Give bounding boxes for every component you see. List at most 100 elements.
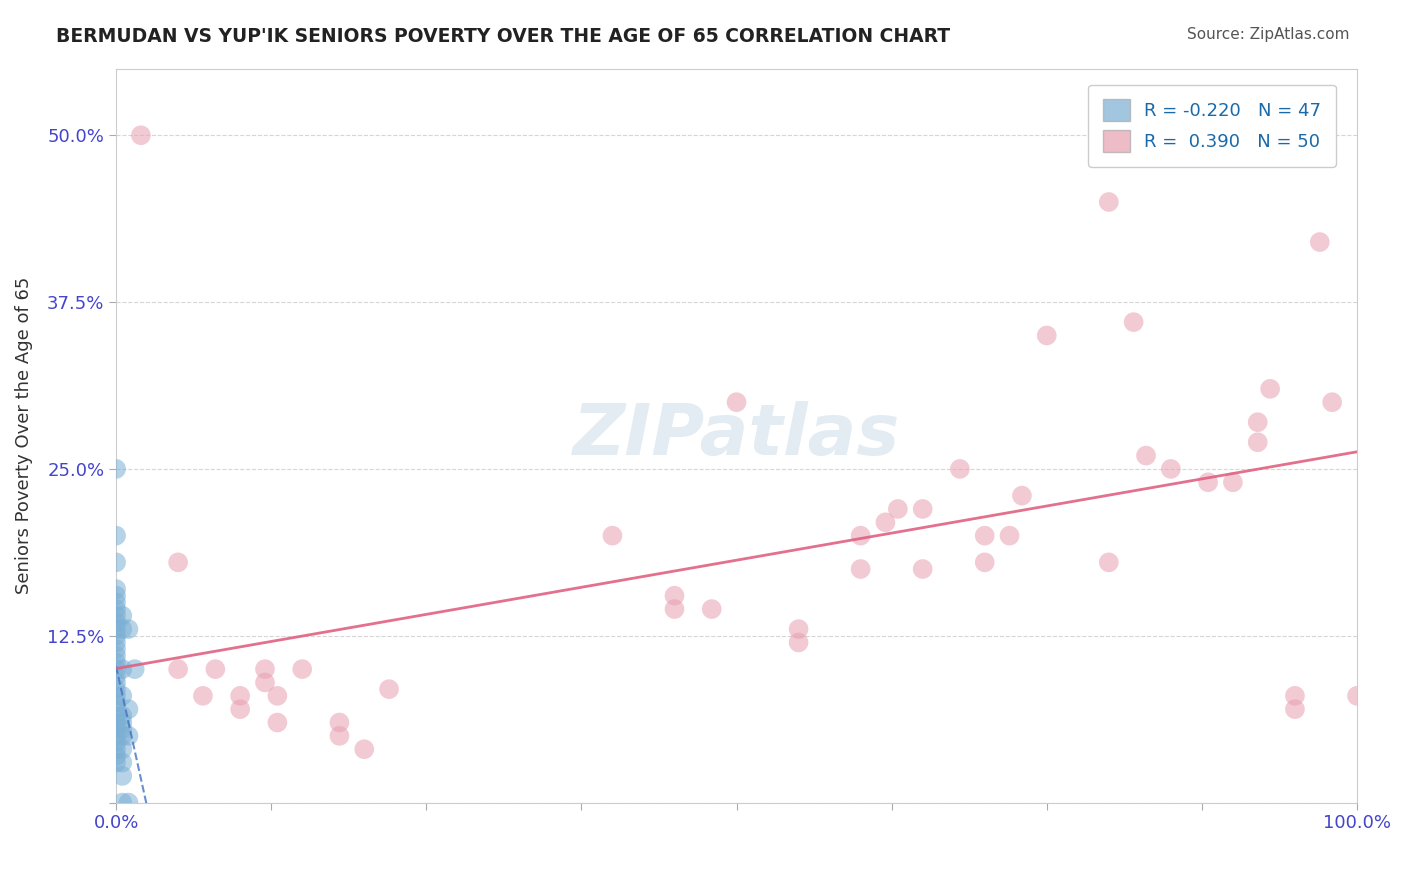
Point [849, 562, 872, 576]
Point [111, 689, 134, 703]
Point [1222, 475, 1244, 490]
Point [105, 735, 128, 749]
Legend: R = -0.220   N = 47, R =  0.390   N = 50: R = -0.220 N = 47, R = 0.390 N = 50 [1088, 85, 1336, 167]
Point [105, 722, 128, 736]
Point [253, 675, 276, 690]
Point [105, 462, 128, 476]
Point [1309, 235, 1331, 249]
Point [117, 702, 139, 716]
Point [111, 742, 134, 756]
Point [911, 562, 934, 576]
Text: Source: ZipAtlas.com: Source: ZipAtlas.com [1187, 27, 1350, 42]
Point [105, 582, 128, 596]
Y-axis label: Seniors Poverty Over the Age of 65: Seniors Poverty Over the Age of 65 [15, 277, 32, 594]
Point [105, 709, 128, 723]
Point [1247, 415, 1270, 429]
Point [1011, 489, 1033, 503]
Point [875, 516, 897, 530]
Point [1258, 382, 1281, 396]
Point [105, 622, 128, 636]
Point [1036, 328, 1059, 343]
Point [105, 689, 128, 703]
Point [111, 722, 134, 736]
Point [787, 622, 810, 636]
Point [328, 715, 350, 730]
Point [105, 555, 128, 569]
Point [602, 529, 624, 543]
Point [111, 715, 134, 730]
Point [253, 662, 276, 676]
Point [191, 689, 214, 703]
Point [105, 715, 128, 730]
Point [105, 635, 128, 649]
Point [105, 589, 128, 603]
Point [111, 608, 134, 623]
Point [378, 682, 401, 697]
Point [266, 715, 288, 730]
Point [229, 702, 252, 716]
Point [117, 729, 139, 743]
Point [105, 656, 128, 670]
Point [1320, 395, 1343, 409]
Point [1160, 462, 1182, 476]
Point [111, 709, 134, 723]
Point [1284, 689, 1306, 703]
Point [787, 635, 810, 649]
Point [266, 689, 288, 703]
Point [111, 769, 134, 783]
Point [105, 702, 128, 716]
Point [1098, 194, 1121, 209]
Point [328, 729, 350, 743]
Point [700, 602, 723, 616]
Point [973, 555, 995, 569]
Point [664, 602, 686, 616]
Point [998, 529, 1021, 543]
Point [105, 608, 128, 623]
Text: ZIPatlas: ZIPatlas [572, 401, 900, 470]
Point [1098, 555, 1121, 569]
Point [1284, 702, 1306, 716]
Point [911, 502, 934, 516]
Point [111, 662, 134, 676]
Point [204, 662, 226, 676]
Point [1197, 475, 1219, 490]
Point [105, 756, 128, 770]
Point [105, 729, 128, 743]
Point [105, 602, 128, 616]
Point [105, 642, 128, 657]
Point [1346, 689, 1368, 703]
Point [949, 462, 972, 476]
Point [167, 555, 190, 569]
Point [105, 662, 128, 676]
Point [229, 689, 252, 703]
Point [973, 529, 995, 543]
Point [111, 796, 134, 810]
Point [105, 742, 128, 756]
Point [111, 622, 134, 636]
Point [167, 662, 190, 676]
Point [1122, 315, 1144, 329]
Point [105, 748, 128, 763]
Point [105, 629, 128, 643]
Point [887, 502, 910, 516]
Point [664, 589, 686, 603]
Point [129, 128, 152, 143]
Point [111, 756, 134, 770]
Point [353, 742, 375, 756]
Point [105, 696, 128, 710]
Point [105, 529, 128, 543]
Point [117, 796, 139, 810]
Point [111, 729, 134, 743]
Point [849, 529, 872, 543]
Point [1135, 449, 1157, 463]
Point [725, 395, 748, 409]
Point [124, 662, 146, 676]
Point [291, 662, 314, 676]
Point [105, 675, 128, 690]
Point [105, 648, 128, 663]
Point [117, 622, 139, 636]
Point [105, 669, 128, 683]
Point [1247, 435, 1270, 450]
Point [105, 615, 128, 630]
Point [105, 682, 128, 697]
